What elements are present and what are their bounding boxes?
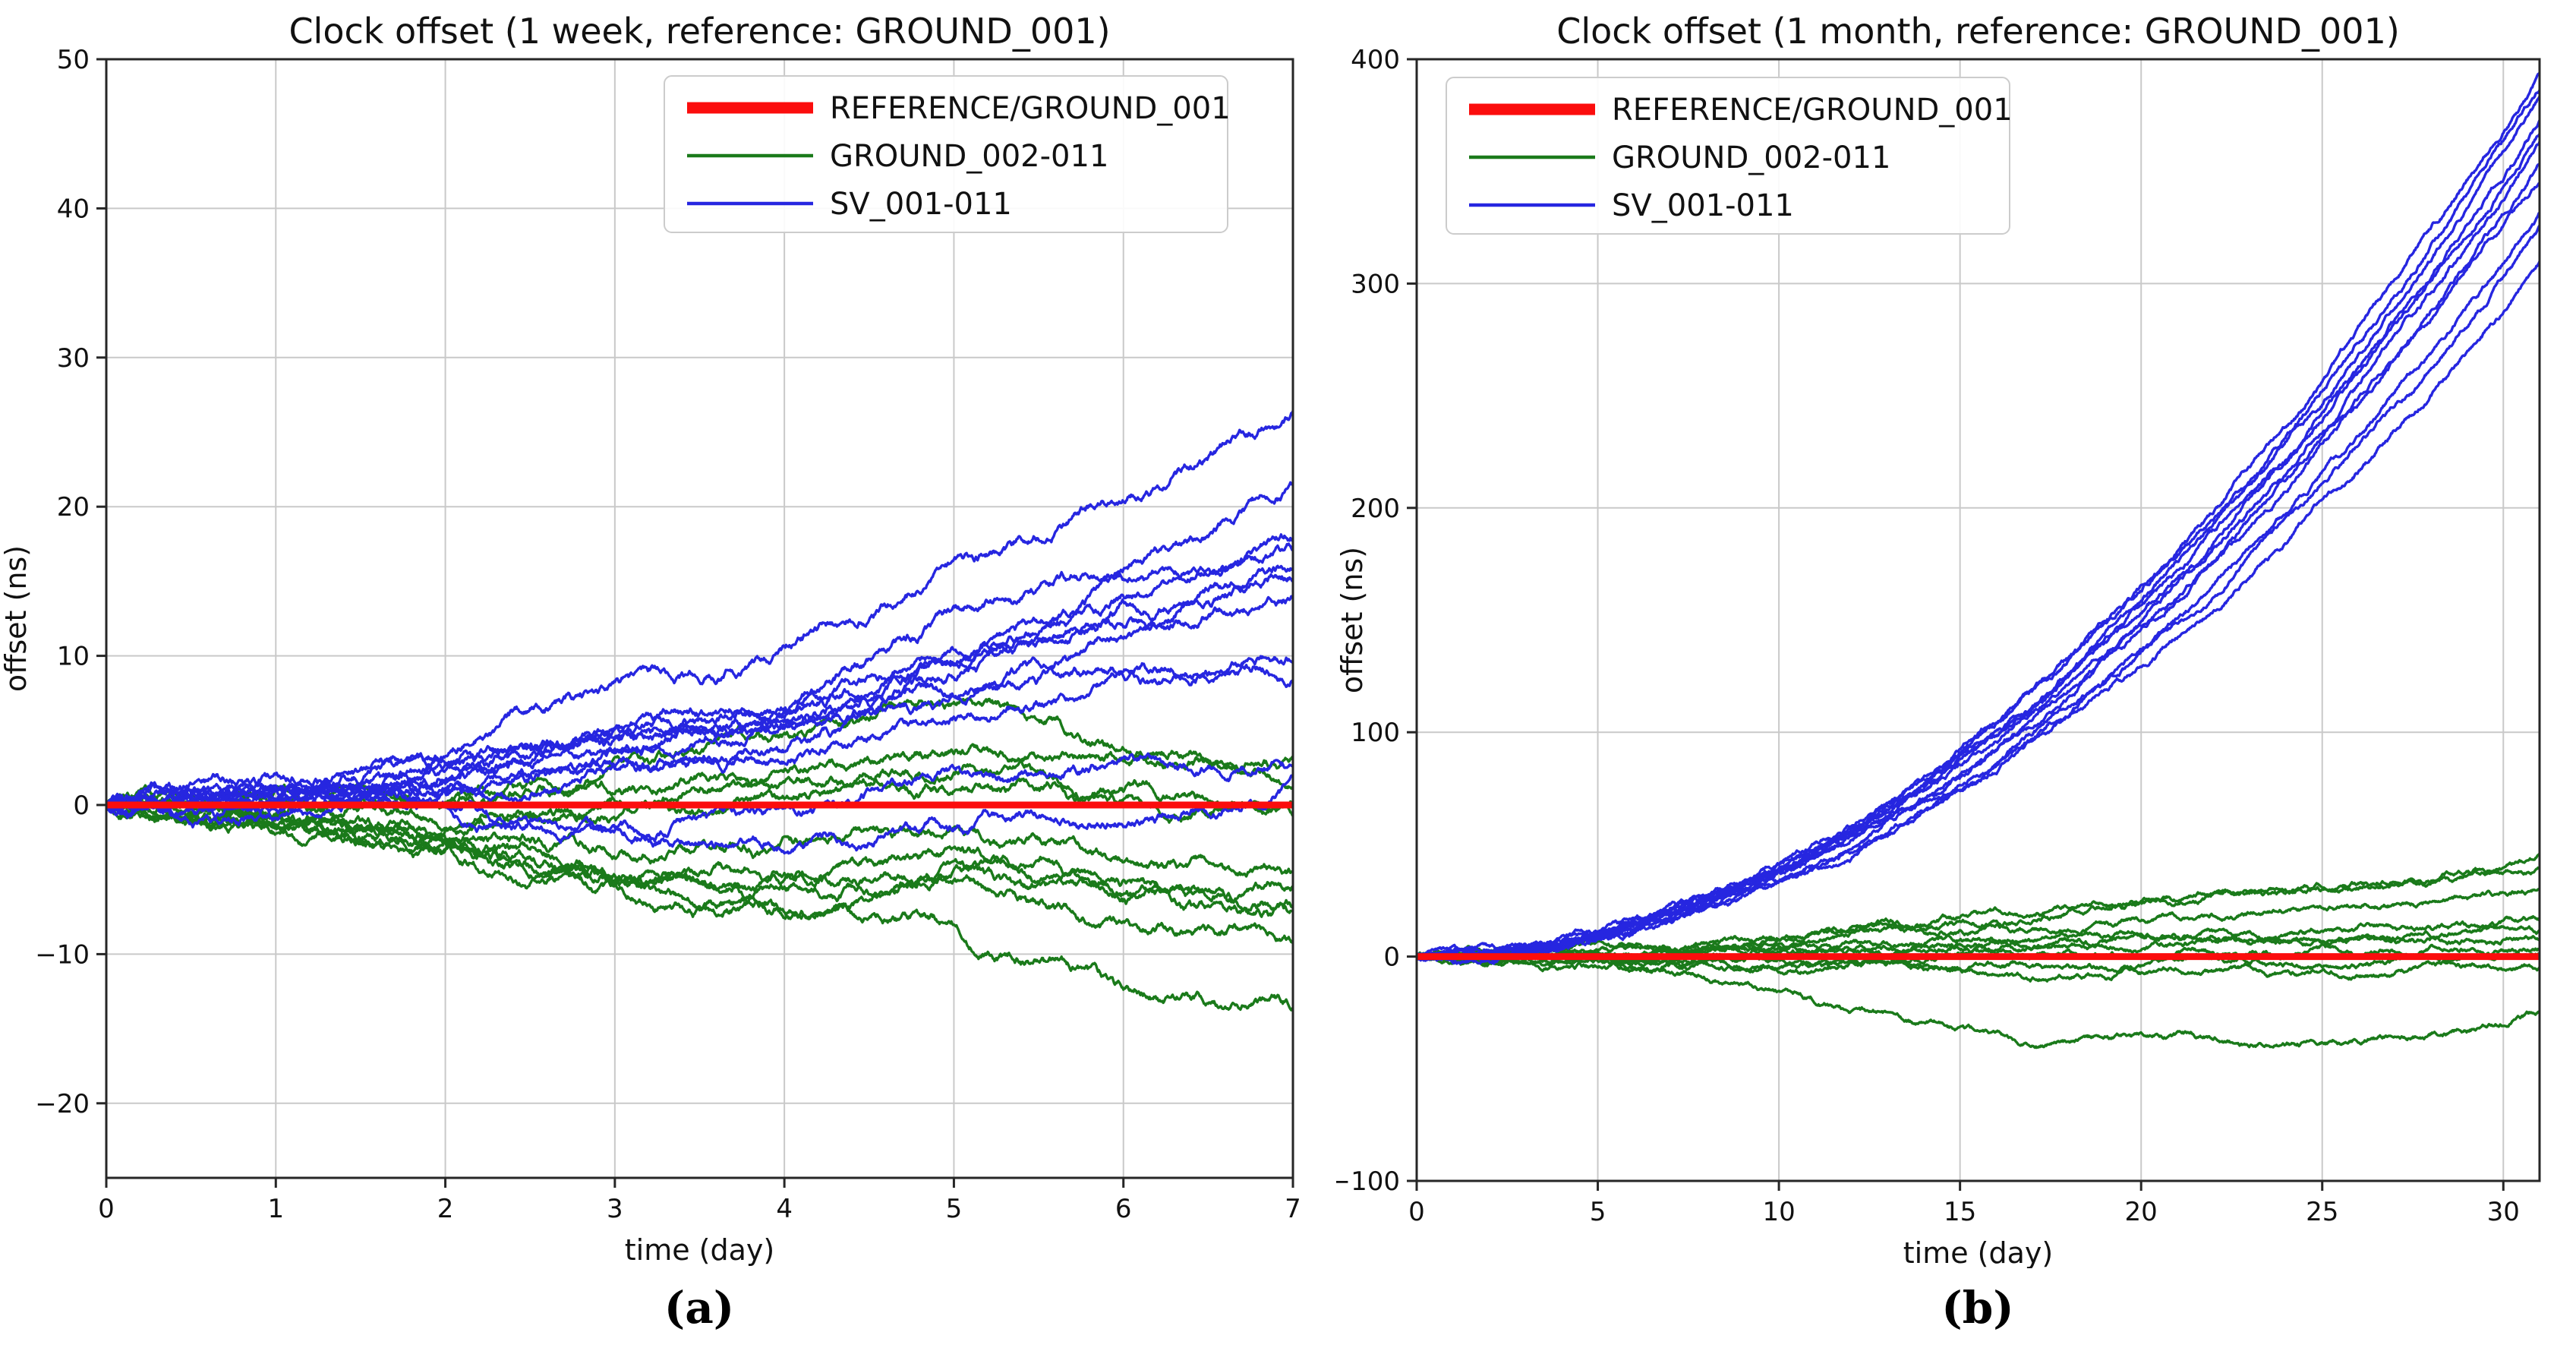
y-tick-label: 400: [1351, 45, 1400, 75]
series-SV_005: [106, 564, 1293, 808]
series-SV_010: [1417, 224, 2540, 965]
x-tick-label: 0: [1408, 1197, 1425, 1227]
series-group: [106, 409, 1293, 1012]
x-tick-label: 10: [1762, 1197, 1795, 1227]
legend-label: GROUND_002-011: [1612, 140, 1890, 175]
chart-b-svg: 0 5 10 15 20 25 30 −100 0 100 200 300 400 Clock offse…: [1329, 11, 2541, 1270]
legend-label: REFERENCE/GROUND_001: [830, 91, 1231, 126]
legend: REFERENCE/GROUND_001 GROUND_002-011 SV_001…: [664, 75, 1231, 233]
legend: REFERENCE/GROUND_001 GROUND_002-011 SV_001…: [1446, 77, 2013, 235]
y-tick-label: 50: [57, 45, 90, 75]
x-tick-label: 25: [2306, 1197, 2338, 1227]
series-GROUND_003: [1417, 867, 2540, 968]
axis-ticks: 0 5 10 15 20 25 30 −100 0 100 200 300 400: [1329, 45, 2520, 1227]
y-tick-label: 0: [73, 791, 90, 821]
series-SV_006: [1417, 140, 2540, 960]
y-tick-label: 300: [1351, 269, 1400, 299]
series-SV_009: [106, 664, 1293, 819]
series-SV_005: [1417, 132, 2540, 958]
series-GROUND_011: [1417, 953, 2540, 1050]
series-SV_009: [1417, 211, 2540, 959]
legend-label: GROUND_002-011: [830, 139, 1108, 174]
x-axis-label: time (day): [1903, 1236, 2053, 1268]
legend-label: REFERENCE/GROUND_001: [1612, 93, 2013, 128]
y-tick-label: 30: [57, 343, 90, 374]
axes-spines: [105, 58, 1294, 1179]
axis-ticks: 0 1 2 3 4 5 6 7 −20 −10 0 10 20 30 40 50: [35, 45, 1301, 1224]
series-GROUND_010: [106, 795, 1293, 945]
x-tick-label: 0: [98, 1194, 115, 1224]
legend-box: [1446, 77, 2010, 235]
y-tick-label: 10: [57, 642, 90, 672]
x-tick-label: 2: [437, 1194, 454, 1224]
x-tick-label: 20: [2125, 1197, 2158, 1227]
y-tick-label: 200: [1351, 494, 1400, 524]
legend-label: SV_001-011: [1612, 188, 1794, 223]
caption-b: (b): [1941, 1282, 2014, 1334]
y-tick-label: −20: [35, 1089, 90, 1119]
y-tick-label: 0: [1383, 942, 1400, 973]
x-tick-label: 7: [1285, 1194, 1301, 1224]
y-axis-label: offset (ns): [0, 545, 33, 692]
series-SV_011: [106, 773, 1293, 855]
x-tick-label: 1: [267, 1194, 284, 1224]
x-tick-label: 3: [607, 1194, 623, 1224]
series-SV_008: [1417, 182, 2540, 963]
series-GROUND_005: [1417, 915, 2540, 968]
series-GROUND_011: [106, 803, 1293, 1012]
x-tick-label: 4: [776, 1194, 793, 1224]
y-tick-label: −100: [1336, 1166, 1400, 1197]
legend-label: SV_001-011: [830, 187, 1012, 222]
legend-box: [664, 75, 1228, 233]
x-tick-label: 6: [1115, 1194, 1132, 1224]
chart-a-svg: 0 1 2 3 4 5 6 7 −20 −10 0 10 20 30 40 50 Clock offset (1…: [0, 11, 1301, 1267]
chart-title: Clock offset (1 month, reference: GROUND…: [1556, 11, 2400, 52]
x-tick-label: 15: [1944, 1197, 1976, 1227]
series-GROUND_010: [1417, 952, 2540, 983]
x-axis-label: time (day): [625, 1233, 774, 1267]
series-group: [1417, 71, 2540, 1050]
chart-panel-week: 0 1 2 3 4 5 6 7 −20 −10 0 10 20 30 40 50 Clock offset (1…: [0, 0, 1336, 1268]
y-axis-label: offset (ns): [1336, 547, 1369, 693]
series-SV_004: [1417, 118, 2540, 965]
axes-spines: [1415, 58, 2541, 1182]
x-tick-label: 30: [2487, 1197, 2520, 1227]
y-tick-label: 40: [57, 194, 90, 224]
y-tick-label: 100: [1351, 718, 1400, 748]
series-GROUND_009: [106, 801, 1293, 918]
caption-a: (a): [664, 1282, 735, 1334]
y-tick-label: −10: [35, 939, 90, 970]
series-SV_011: [1417, 260, 2540, 961]
x-tick-label: 5: [1590, 1197, 1606, 1227]
series-SV_001: [106, 409, 1293, 813]
y-tick-label: 20: [57, 492, 90, 522]
chart-panel-month: 0 5 10 15 20 25 30 −100 0 100 200 300 400 Clock offse…: [1329, 0, 2576, 1270]
x-tick-label: 5: [946, 1194, 963, 1224]
series-SV_010: [106, 752, 1293, 844]
chart-title: Clock offset (1 week, reference: GROUND_…: [288, 11, 1110, 52]
